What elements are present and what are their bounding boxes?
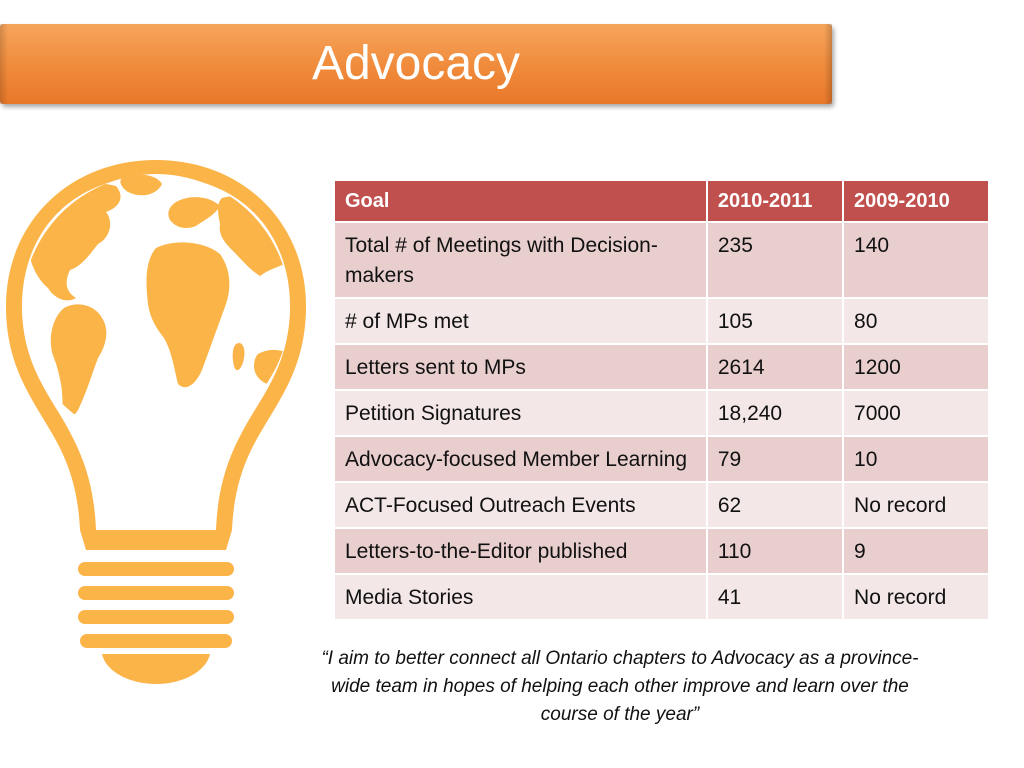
table-row: Letters-to-the-Editor published 110 9 [333, 527, 990, 575]
header-2009-2010: 2009-2010 [842, 179, 990, 223]
value-2010-2011: 2614 [705, 343, 845, 391]
value-2009-2010: 10 [842, 435, 990, 483]
goal-cell: Letters-to-the-Editor published [333, 527, 708, 575]
goal-cell: Letters sent to MPs [333, 343, 708, 391]
value-2010-2011: 105 [705, 297, 845, 345]
table-row: Total # of Meetings with Decision-makers… [333, 221, 990, 299]
table-row: Media Stories 41 No record [333, 573, 990, 621]
value-2010-2011: 62 [705, 481, 845, 529]
title-banner: Advocacy [0, 24, 832, 104]
value-2010-2011: 18,240 [705, 389, 845, 437]
goal-cell: Advocacy-focused Member Learning [333, 435, 708, 483]
value-2009-2010: 1200 [842, 343, 990, 391]
value-2009-2010: 80 [842, 297, 990, 345]
goal-cell: # of MPs met [333, 297, 708, 345]
value-2010-2011: 79 [705, 435, 845, 483]
quote-text: “I aim to better connect all Ontario cha… [321, 648, 919, 725]
lightbulb-globe-icon [6, 160, 306, 684]
value-2009-2010: 140 [842, 221, 990, 299]
header-2010-2011: 2010-2011 [705, 179, 845, 223]
value-2009-2010: 9 [842, 527, 990, 575]
slide-title: Advocacy [311, 37, 521, 90]
goal-cell: ACT-Focused Outreach Events [333, 481, 708, 529]
value-2010-2011: 41 [705, 573, 845, 621]
goal-cell: Media Stories [333, 573, 708, 621]
goal-cell: Petition Signatures [333, 389, 708, 437]
value-2010-2011: 235 [705, 221, 845, 299]
value-2009-2010: No record [842, 573, 990, 621]
goal-cell: Total # of Meetings with Decision-makers [333, 221, 708, 299]
table-row: ACT-Focused Outreach Events 62 No record [333, 481, 990, 529]
value-2009-2010: 7000 [842, 389, 990, 437]
value-2010-2011: 110 [705, 527, 845, 575]
header-goal: Goal [333, 179, 708, 223]
table-row: Advocacy-focused Member Learning 79 10 [333, 435, 990, 483]
advocacy-table: Goal 2010-2011 2009-2010 Total # of Meet… [333, 179, 990, 621]
table-header-row: Goal 2010-2011 2009-2010 [333, 179, 990, 223]
value-2009-2010: No record [842, 481, 990, 529]
table-row: Petition Signatures 18,240 7000 [333, 389, 990, 437]
table-row: # of MPs met 105 80 [333, 297, 990, 345]
table-row: Letters sent to MPs 2614 1200 [333, 343, 990, 391]
